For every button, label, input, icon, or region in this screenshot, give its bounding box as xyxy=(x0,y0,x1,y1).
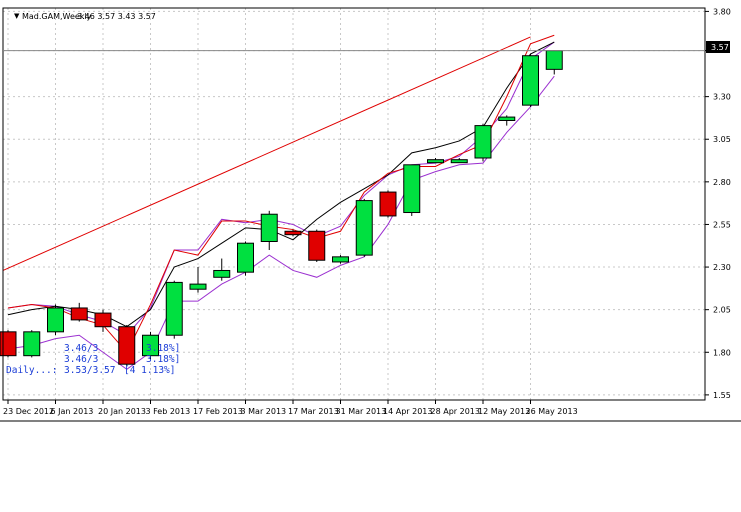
x-tick-label: 3 Mar 2013 xyxy=(241,407,287,416)
candle-bull xyxy=(522,55,539,106)
x-tick-label: 12 May 2013 xyxy=(478,407,530,416)
current-price-tag xyxy=(706,41,730,53)
candles xyxy=(0,50,563,366)
candle-bull xyxy=(450,159,468,164)
candle-bull xyxy=(427,159,444,164)
candle-bull xyxy=(142,334,159,357)
info-line-3-value: 3.53/3.57 xyxy=(64,365,115,376)
candle-bull xyxy=(545,50,563,70)
info-line-1-value: 3.46/3 xyxy=(64,343,98,354)
y-tick-label: 1.80 xyxy=(713,348,731,357)
x-tick-label: 31 Mar 2013 xyxy=(336,407,387,416)
x-tick-label: 20 Jan 2013 xyxy=(98,407,146,416)
ohlc-readout: 3.46 3.57 3.43 3.57 xyxy=(77,12,156,21)
current-price-label: 3.57 xyxy=(711,43,729,52)
plot-border xyxy=(2,7,706,401)
y-tick-label: 2.30 xyxy=(713,263,731,272)
candle-bull xyxy=(47,307,64,333)
y-axis: 3.80 3.30 3.05 2.80 2.55 2.30 2.05 1.80 1.55 xyxy=(705,7,731,400)
candle-bear xyxy=(94,312,112,328)
x-tick-label: 17 Mar 2013 xyxy=(288,407,339,416)
candle-bull xyxy=(403,164,421,214)
candle-bull xyxy=(498,116,516,121)
chart-title: Mad.GAM,Weekly xyxy=(22,12,92,21)
y-tick-label: 3.80 xyxy=(713,7,731,16)
y-tick-label: 3.30 xyxy=(713,93,731,102)
info-line-1-extra: 3.18%] xyxy=(146,343,180,354)
candle-bull xyxy=(237,242,254,273)
candle-bull xyxy=(23,331,41,357)
series-line-black xyxy=(7,41,555,328)
series-line-red xyxy=(7,34,555,354)
candle-bull xyxy=(213,269,231,278)
candle-bull xyxy=(189,283,207,290)
candle-bear xyxy=(70,307,88,321)
info-line-2-extra: 3.18%] xyxy=(146,354,180,365)
x-tick-label: 3 Feb 2013 xyxy=(146,407,191,416)
x-tick-label: 6 Jan 2013 xyxy=(51,407,94,416)
x-tick-label: 23 Dec 2012 xyxy=(3,407,54,416)
grid xyxy=(3,8,705,400)
candle-bear xyxy=(379,191,397,217)
y-tick-label: 1.55 xyxy=(713,391,731,400)
info-line-3-extra: [4 1.13%] xyxy=(124,365,175,376)
candle-bear xyxy=(284,230,302,236)
candle-bull xyxy=(260,213,278,242)
x-tick-label: 28 Apr 2013 xyxy=(431,407,480,416)
y-tick-label: 2.55 xyxy=(713,220,731,229)
candle-bull xyxy=(355,200,373,256)
chart-frame xyxy=(0,7,741,422)
series-line-purple-lower xyxy=(7,75,555,370)
candle-bear xyxy=(308,230,326,261)
y-tick-label: 2.80 xyxy=(713,178,731,187)
x-tick-label: 17 Feb 2013 xyxy=(193,407,243,416)
y-tick-label: 2.05 xyxy=(713,306,731,315)
header-marker: ▼ xyxy=(14,12,20,20)
info-line-3-label: Daily...: xyxy=(6,365,57,376)
candle-bull xyxy=(165,281,183,336)
trendline xyxy=(2,36,531,271)
y-tick-label: 3.05 xyxy=(713,135,731,144)
info-panel: 3.46/3 3.18%] 3.46/3 3.18%] Daily...: 3.… xyxy=(6,343,180,376)
info-line-2-value: 3.46/3 xyxy=(64,354,98,365)
x-tick-label: 14 Apr 2013 xyxy=(383,407,432,416)
candle-bull xyxy=(332,256,349,263)
candle-bull xyxy=(474,125,492,159)
candle-bear xyxy=(0,331,17,357)
candle-bear xyxy=(118,326,136,365)
series-line-purple-upper xyxy=(7,41,555,336)
x-tick-label: 26 May 2013 xyxy=(526,407,578,416)
